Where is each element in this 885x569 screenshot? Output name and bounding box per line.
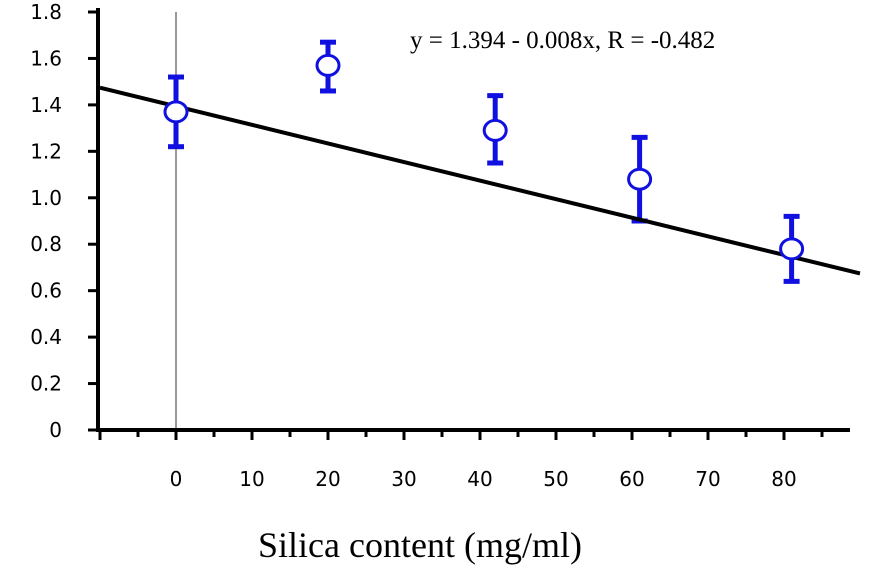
y-tick-label: 1.0	[30, 186, 62, 210]
y-tick-label: 0.4	[30, 325, 62, 349]
y-tick-label: 1.2	[30, 139, 62, 163]
data-point	[779, 237, 805, 261]
y-tick-label: 1.6	[30, 46, 62, 70]
y-tick-label: 0.6	[30, 279, 62, 303]
y-tick-label: 1.8	[30, 0, 62, 24]
x-tick-label: 80	[771, 467, 796, 491]
x-tick-label: 20	[315, 467, 340, 491]
x-tick-label: 50	[543, 467, 568, 491]
y-tick-label: 0.8	[30, 232, 62, 256]
x-tick-label: 0	[170, 467, 183, 491]
regression-line	[99, 85, 861, 276]
data-points	[163, 53, 805, 261]
data-point	[627, 167, 653, 191]
data-point	[163, 100, 189, 124]
x-tick-label: 10	[239, 467, 264, 491]
regression-equation: y = 1.394 - 0.008x, R = -0.482	[410, 27, 715, 54]
y-tick-label: 1.4	[30, 93, 62, 117]
y-axis-ticks: 0 0.2 0.4 0.6 0.8 1.0 1.2 1.4 1.6 1.8	[30, 0, 98, 442]
data-point	[482, 118, 508, 142]
y-tick-label: 0.2	[30, 372, 62, 396]
data-point	[315, 53, 341, 77]
error-bars	[168, 39, 800, 284]
y-tick-label: 0	[49, 418, 62, 442]
x-tick-label: 60	[619, 467, 644, 491]
x-tick-label: 40	[467, 467, 492, 491]
x-axis-label: Silica content (mg/ml)	[258, 525, 582, 565]
x-axis-ticks: 0 10 20 30 40 50 60 70 80	[98, 430, 824, 491]
x-tick-label: 30	[391, 467, 416, 491]
x-tick-label: 70	[695, 467, 720, 491]
